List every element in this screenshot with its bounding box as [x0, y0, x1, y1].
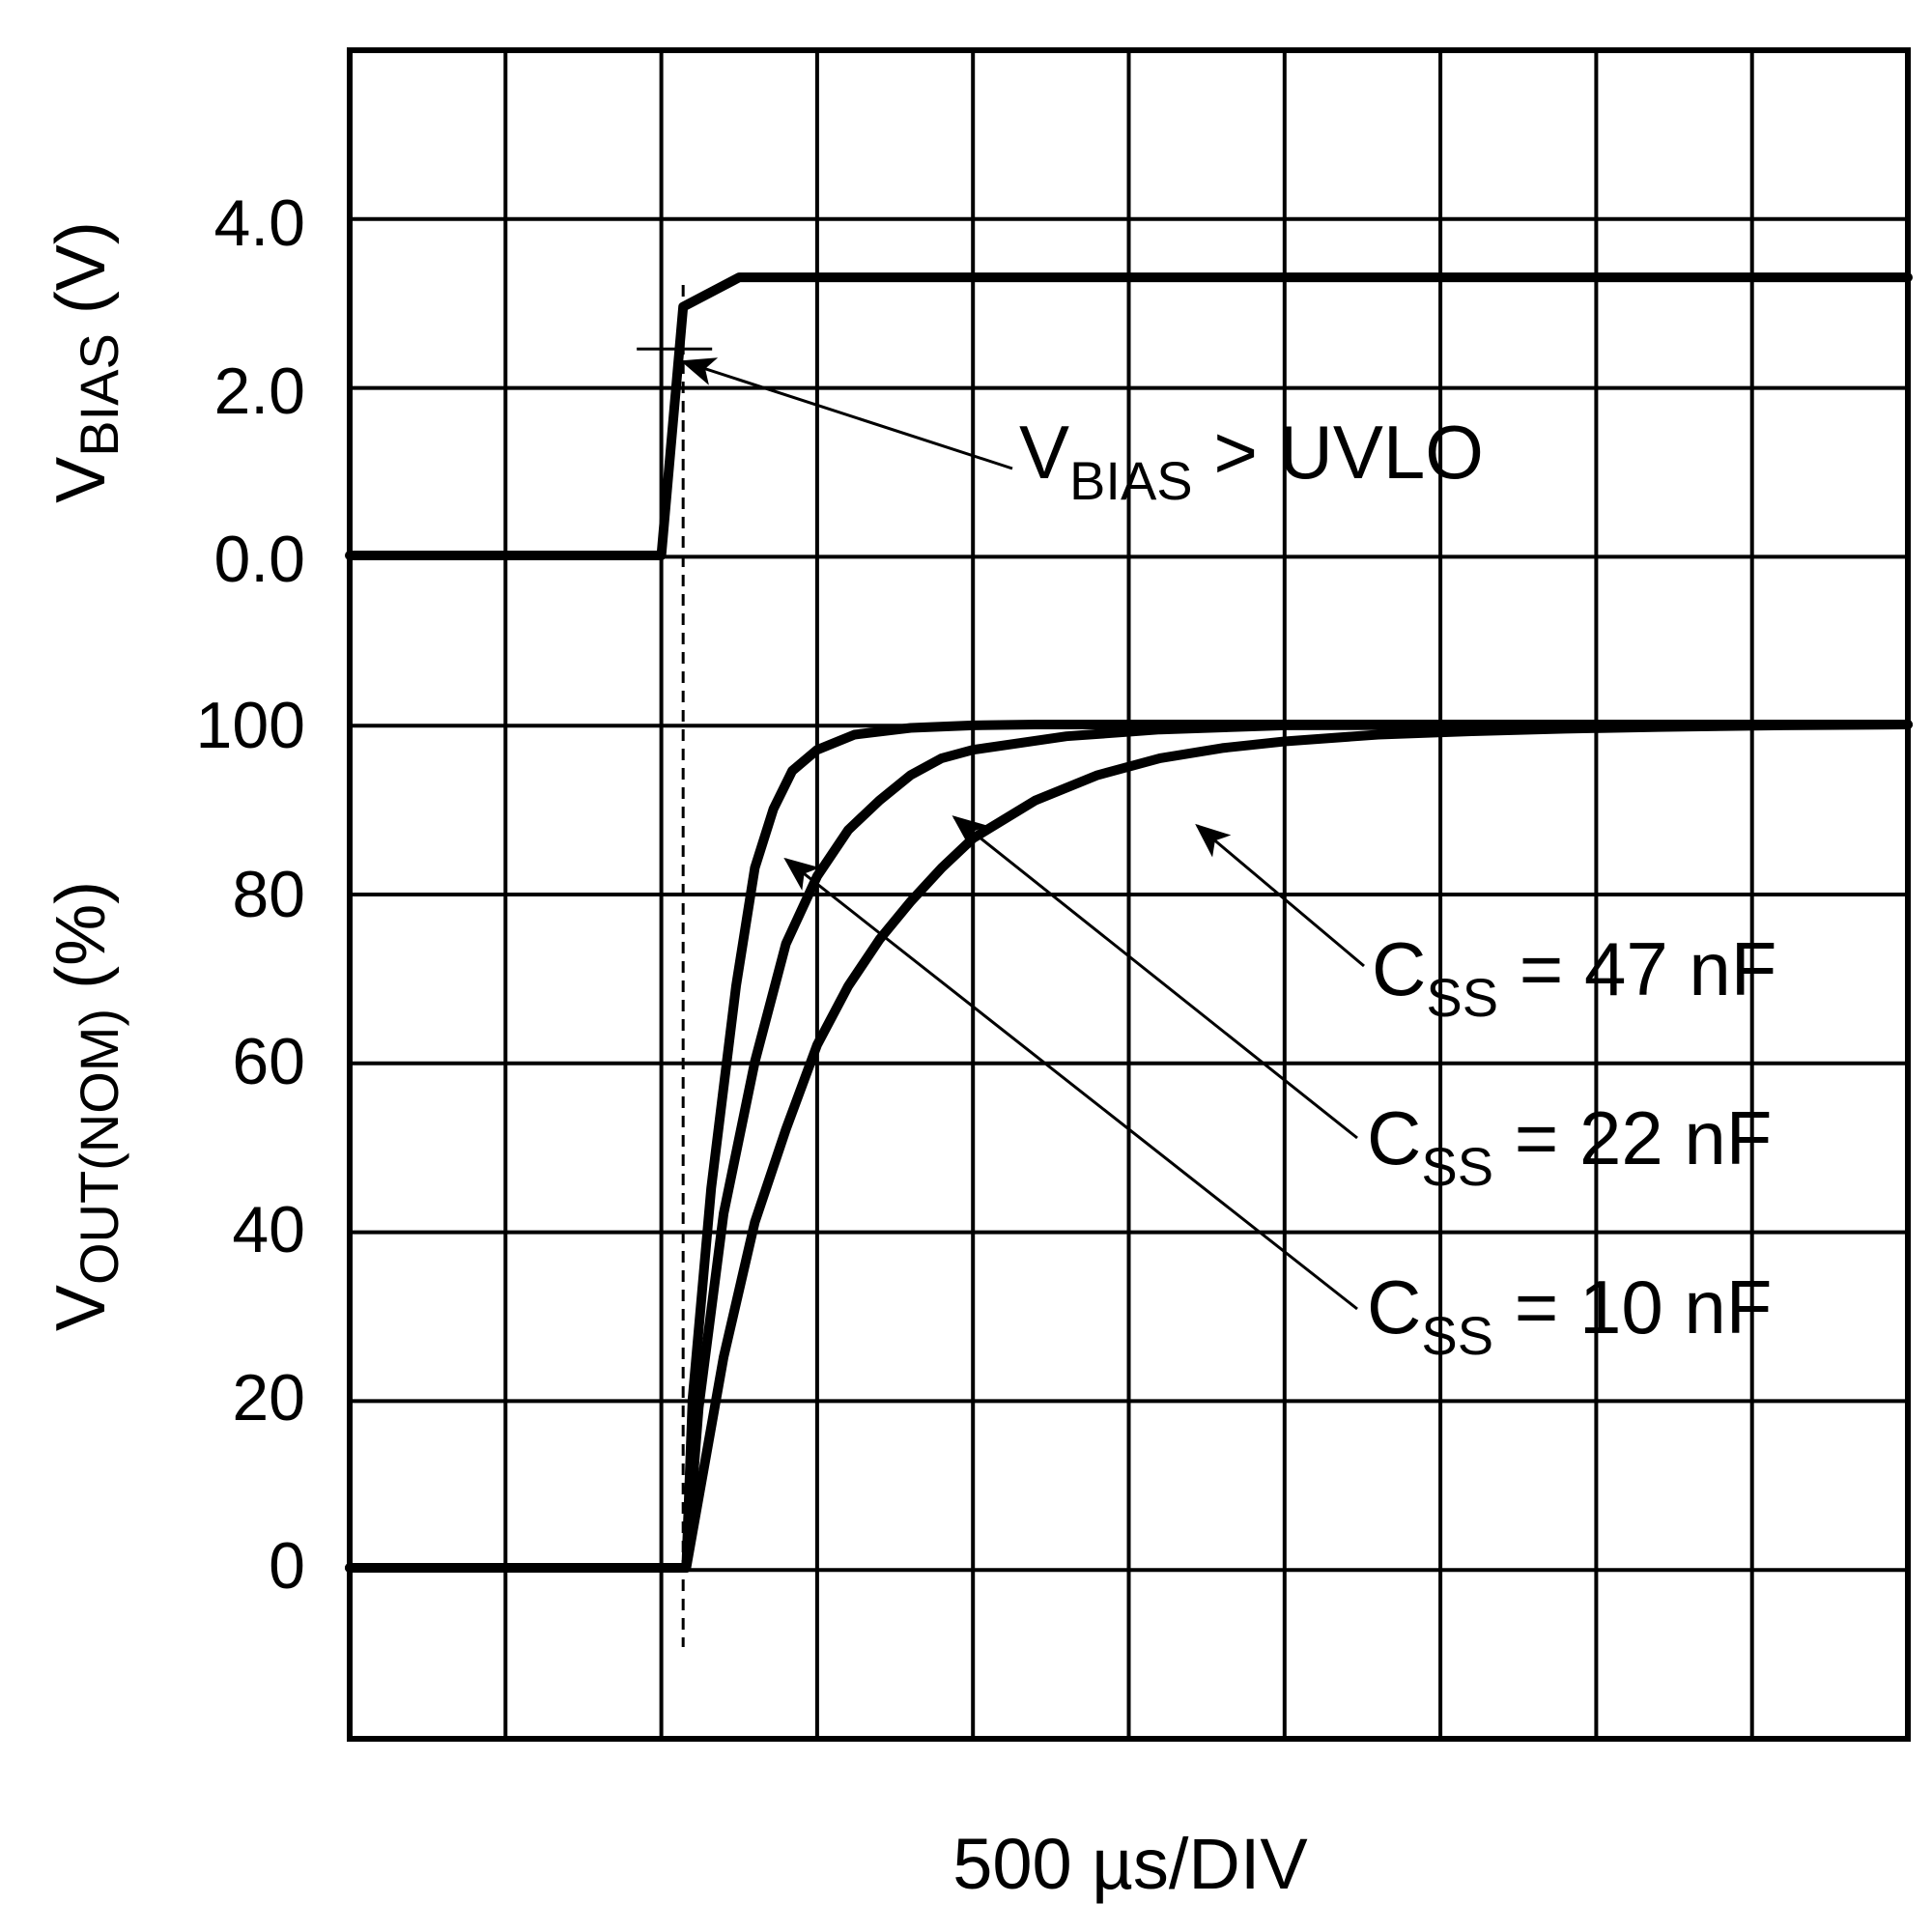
- top-y-tick-labels: 4.0 2.0 0.0: [213, 186, 305, 596]
- bottom-ytick-label: 20: [232, 1361, 305, 1435]
- c22-rest: = 22 nF: [1493, 1095, 1772, 1180]
- series-line-css-10-nf: [345, 720, 1913, 1573]
- bottom-ytick-label: 100: [196, 689, 305, 762]
- bottom-ytick-label: 40: [232, 1193, 305, 1266]
- c22-main: C: [1367, 1095, 1421, 1180]
- uvlo-sub: BIAS: [1069, 450, 1193, 511]
- c47-sub: SS: [1426, 967, 1498, 1028]
- c47-main: C: [1372, 926, 1426, 1011]
- annotation-arrow-c47: [1195, 823, 1365, 968]
- annotation-arrow-c10: [783, 857, 1358, 1311]
- annotation-arrow-c22: [952, 815, 1358, 1140]
- annotation-group: [637, 347, 1365, 1311]
- bottom-y-axis-title: VOUT(NOM) (%): [43, 881, 129, 1331]
- top-ylabel-rest: (V): [43, 221, 120, 333]
- series-line-css-47-nf: [345, 720, 1913, 1573]
- bottom-ytick-label: 0: [269, 1529, 305, 1603]
- plot-grid: [347, 47, 1911, 1742]
- top-ylabel-main: V: [43, 457, 120, 503]
- top-ytick-label: 2.0: [213, 355, 305, 428]
- annotation-arrow-uvlo: [680, 357, 1013, 470]
- series-group: [345, 272, 1913, 1573]
- bottom-ytick-label: 60: [232, 1025, 305, 1098]
- c22-sub: SS: [1421, 1136, 1493, 1197]
- annotation-label-uvlo: VBIAS > UVLO: [1019, 410, 1484, 511]
- top-y-axis-title: VBIAS (V): [43, 221, 129, 503]
- annotation-label-css-10nf: CSS = 10 nF: [1367, 1264, 1772, 1366]
- annotation-label-css-22nf: CSS = 22 nF: [1367, 1095, 1772, 1197]
- bottom-ylabel-sub: OUT(NOM): [69, 1009, 129, 1285]
- plot-frame: [347, 47, 1911, 1742]
- c10-rest: = 10 nF: [1493, 1264, 1772, 1350]
- bottom-ylabel-main: V: [43, 1285, 120, 1331]
- bottom-ylabel-rest: (%): [43, 881, 120, 1009]
- top-ytick-label: 4.0: [213, 186, 305, 260]
- bottom-y-tick-labels: 100 80 60 40 20 0: [196, 689, 305, 1603]
- top-ylabel-sub: BIAS: [69, 333, 129, 457]
- series-line-css-22-nf: [345, 720, 1913, 1573]
- bottom-ytick-label: 80: [232, 858, 305, 931]
- uvlo-main: V: [1019, 410, 1069, 495]
- c10-main: C: [1367, 1264, 1421, 1350]
- top-ytick-label: 0.0: [213, 523, 305, 596]
- c47-rest: = 47 nF: [1498, 926, 1776, 1011]
- series-line-vbias: [345, 272, 1913, 560]
- uvlo-rest: > UVLO: [1193, 410, 1484, 495]
- annotation-label-css-47nf: CSS = 47 nF: [1372, 926, 1776, 1028]
- x-axis-title: 500 µs/DIV: [952, 1824, 1308, 1904]
- c10-sub: SS: [1421, 1305, 1493, 1366]
